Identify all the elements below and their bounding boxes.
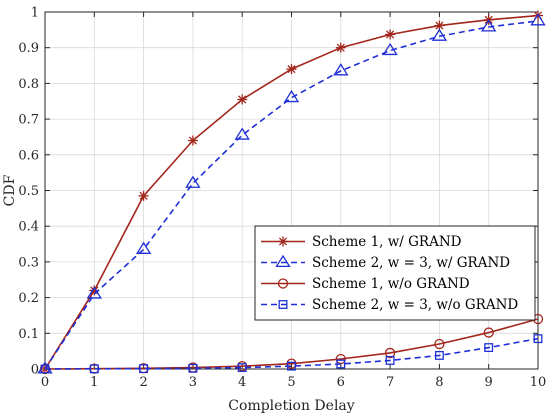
data-point	[336, 359, 346, 369]
x-tick-label: 9	[485, 375, 493, 390]
legend-entry: Scheme 2, w = 3, w/o GRAND	[261, 297, 518, 313]
data-point	[135, 241, 152, 254]
data-point	[139, 364, 149, 374]
data-point	[431, 28, 448, 41]
legend-marker	[278, 300, 288, 309]
data-point	[286, 358, 297, 369]
data-point	[333, 63, 349, 76]
legend-marker	[277, 278, 289, 289]
y-tick-label: 0.2	[18, 291, 39, 306]
data-point	[40, 364, 50, 374]
data-point	[382, 42, 398, 56]
y-tick-label: 0.1	[18, 327, 39, 342]
data-point	[234, 127, 250, 140]
data-point	[187, 135, 198, 146]
legend-entry: Scheme 1, w/ GRAND	[261, 234, 462, 250]
data-point	[385, 29, 396, 40]
y-tick-label: 0	[31, 363, 39, 378]
x-tick-label: 3	[189, 375, 197, 390]
data-point	[434, 338, 445, 350]
data-point	[533, 334, 543, 344]
legend: Scheme 1, w/ GRAND Scheme 2, w = 3, w/ GR…	[254, 225, 536, 321]
y-tick-label: 0.9	[18, 41, 39, 56]
y-tick-label: 0.5	[18, 184, 39, 199]
series-2	[37, 13, 546, 374]
data-point	[185, 175, 201, 188]
data-point	[86, 286, 102, 299]
series-group	[37, 10, 546, 375]
data-point	[89, 364, 99, 374]
y-tick-label: 0.7	[18, 113, 39, 128]
data-point	[530, 13, 546, 26]
series-line	[44, 20, 539, 370]
y-tick-label: 0.3	[18, 255, 39, 270]
data-point	[385, 355, 395, 365]
y-tick-label: 0.6	[18, 148, 39, 163]
x-tick-label: 1	[90, 375, 98, 390]
data-point	[484, 343, 494, 353]
legend-marker	[278, 236, 288, 247]
x-tick-label: 7	[386, 375, 394, 390]
legend-label: Scheme 2, w = 3, w/o GRAND	[312, 297, 518, 313]
x-axis-label: Completion Delay	[228, 398, 354, 414]
data-point	[434, 350, 444, 360]
y-tick-label: 0.8	[18, 77, 39, 92]
y-axis-label: CDF	[2, 174, 18, 206]
data-point	[237, 94, 248, 105]
legend-marker	[275, 254, 291, 268]
x-tick-label: 2	[139, 375, 147, 390]
data-point	[283, 89, 300, 103]
x-tick-label: 0	[41, 375, 49, 390]
data-point	[286, 64, 297, 75]
data-point	[237, 363, 247, 373]
x-tick-label: 8	[435, 375, 443, 390]
series-4	[40, 334, 543, 374]
x-tick-label: 6	[337, 375, 345, 390]
legend-entry: Scheme 1, w/o GRAND	[261, 276, 470, 292]
axis-ticks: 0 1 2 3 4 5 6 7 8 9 10 0 0.1 0.2 0.3 0.4 0.5 0.6 0.7 0.8 0.9…	[18, 6, 546, 391]
data-point	[335, 42, 346, 53]
series-line	[44, 337, 539, 370]
x-tick-label: 10	[530, 375, 547, 390]
legend-entry: Scheme 2, w = 3, w/ GRAND	[261, 254, 510, 271]
legend-label: Scheme 1, w/o GRAND	[312, 276, 470, 292]
legend-label: Scheme 1, w/ GRAND	[312, 234, 462, 250]
data-point	[384, 347, 396, 359]
data-point	[481, 19, 497, 32]
data-point	[483, 327, 494, 338]
x-tick-label: 4	[238, 375, 246, 390]
legend-label: Scheme 2, w = 3, w/ GRAND	[312, 255, 510, 271]
data-point	[188, 363, 198, 373]
data-point	[138, 190, 149, 201]
x-tick-label: 5	[287, 375, 295, 390]
y-tick-label: 0.4	[18, 220, 39, 235]
data-point	[287, 361, 296, 371]
data-point	[237, 360, 248, 372]
y-tick-label: 1	[31, 6, 39, 21]
